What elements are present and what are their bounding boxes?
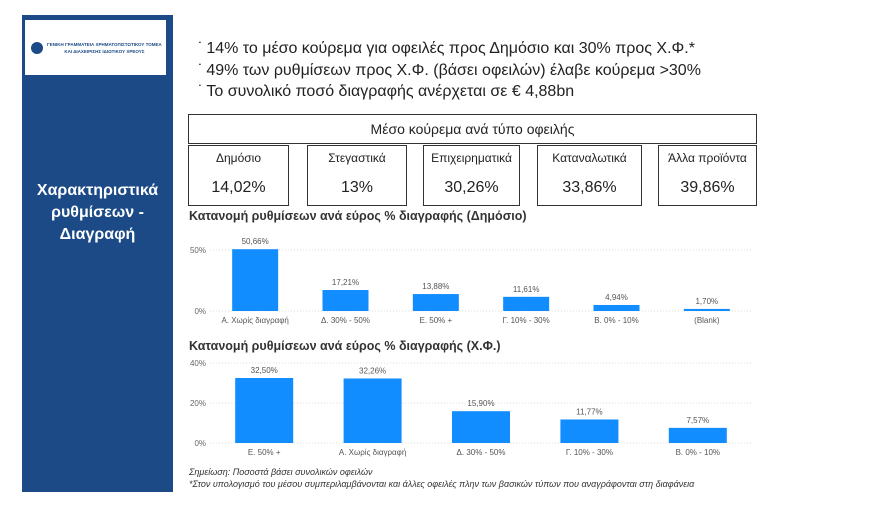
card-label: Καταναλωτικά: [552, 151, 627, 165]
x-tick-label: Γ. 10% - 30%: [503, 316, 550, 325]
data-label: 32,26%: [359, 366, 386, 375]
data-label: 15,90%: [467, 399, 494, 408]
x-tick-label: Ε. 50% +: [419, 316, 452, 325]
bar: [412, 294, 459, 311]
chart1-title: Κατανομή ρυθμίσεων ανά εύρος % διαγραφής…: [189, 209, 527, 223]
x-tick-label: Β. 0% - 10%: [594, 316, 638, 325]
data-label: 50,66%: [242, 237, 269, 246]
x-tick-label: Ε. 50% +: [248, 448, 281, 457]
y-tick-label: 0%: [194, 439, 206, 448]
bar: [452, 411, 510, 443]
chart2-title: Κατανομή ρυθμίσεων ανά εύρος % διαγραφής…: [189, 339, 501, 353]
data-label: 13,88%: [422, 282, 449, 291]
card-label: Επιχειρηματικά: [431, 151, 512, 165]
card-value: 33,86%: [562, 179, 617, 196]
x-tick-label: Δ. 30% - 50%: [321, 316, 370, 325]
x-tick-label: (Blank): [694, 316, 720, 325]
haircut-header: Μέσο κούρεμα ανά τύπο οφειλής: [188, 114, 757, 144]
side-title-line: Διαγραφή: [59, 226, 136, 243]
bullet: Το συνολικό ποσό διαγραφής ανέρχεται σε …: [198, 81, 701, 103]
logo-text: ΚΑΙ ΔΙΑΧΕΙΡΙΣΗΣ ΙΔΙΩΤΙΚΟΥ ΧΡΕΟΥΣ: [64, 48, 145, 54]
side-title: Χαρακτηριστικά ρυθμίσεων - Διαγραφή: [22, 180, 173, 246]
data-label: 17,21%: [332, 278, 359, 287]
y-tick-label: 40%: [190, 359, 206, 368]
data-label: 7,57%: [686, 416, 709, 425]
footnote: *Στον υπολογισμό του μέσου συμπεριλαμβάν…: [189, 479, 695, 489]
y-tick-label: 0%: [194, 307, 206, 316]
bullet: 49% των ρυθμίσεων προς Χ.Φ. (βάσει οφειλ…: [198, 60, 701, 82]
bar: [593, 304, 640, 311]
card-value: 30,26%: [444, 179, 499, 196]
emblem-icon: [31, 41, 43, 54]
y-tick-label: 50%: [190, 246, 206, 255]
side-title-line: Χαρακτηριστικά: [36, 182, 159, 199]
card-value: 39,86%: [680, 179, 735, 196]
card-other: Άλλα προϊόντα 39,86%: [658, 145, 757, 206]
data-label: 4,94%: [605, 293, 628, 302]
data-label: 32,50%: [251, 366, 278, 375]
key-points: 14% το μέσο κούρεμα για οφειλές προς Δημ…: [198, 38, 701, 103]
bar: [668, 427, 727, 443]
bar: [503, 296, 550, 311]
card-mortgage: Στεγαστικά 13%: [307, 145, 407, 206]
x-tick-label: Α. Χωρίς διαγραφή: [339, 448, 406, 457]
bar: [232, 249, 279, 311]
bar: [235, 378, 294, 443]
card-label: Άλλα προϊόντα: [668, 151, 747, 165]
card-label: Δημόσιο: [215, 151, 262, 165]
logo-text: ΓΕΝΙΚΗ ΓΡΑΜΜΑΤΕΙΑ ΧΡΗΜΑΤΟΠΙΣΤΩΤΙΚΟΥ ΤΟΜΕ…: [47, 41, 162, 47]
bar: [560, 419, 619, 443]
sidebar: ΓΕΝΙΚΗ ΓΡΑΜΜΑΤΕΙΑ ΧΡΗΜΑΤΟΠΙΣΤΩΤΙΚΟΥ ΤΟΜΕ…: [22, 15, 173, 492]
card-business: Επιχειρηματικά 30,26%: [423, 145, 520, 206]
card-label: Στεγαστικά: [328, 151, 386, 165]
x-tick-label: Β. 0% - 10%: [676, 448, 720, 457]
side-title-line: ρυθμίσεων -: [51, 204, 144, 221]
card-public: Δημόσιο 14,02%: [188, 145, 289, 206]
bullet: 14% το μέσο κούρεμα για οφειλές προς Δημ…: [198, 38, 701, 60]
y-tick-label: 20%: [190, 399, 206, 408]
card-value: 13%: [340, 179, 374, 196]
data-label: 1,70%: [695, 297, 718, 306]
bar: [322, 290, 369, 311]
data-label: 11,77%: [576, 407, 603, 416]
x-tick-label: Α. Χωρίς διαγραφή: [221, 316, 288, 325]
card-value: 14,02%: [211, 179, 266, 196]
card-consumer: Καταναλωτικά 33,86%: [537, 145, 642, 206]
data-label: 11,61%: [513, 285, 540, 294]
logo: ΓΕΝΙΚΗ ΓΡΑΜΜΑΤΕΙΑ ΧΡΗΜΑΤΟΠΙΣΤΩΤΙΚΟΥ ΤΟΜΕ…: [25, 20, 166, 75]
x-tick-label: Δ. 30% - 50%: [457, 448, 506, 457]
bar: [683, 308, 730, 311]
note: Σημείωση: Ποσοστά βάσει συνολικών οφειλώ…: [189, 467, 373, 477]
bar: [343, 378, 402, 443]
x-tick-label: Γ. 10% - 30%: [566, 448, 613, 457]
